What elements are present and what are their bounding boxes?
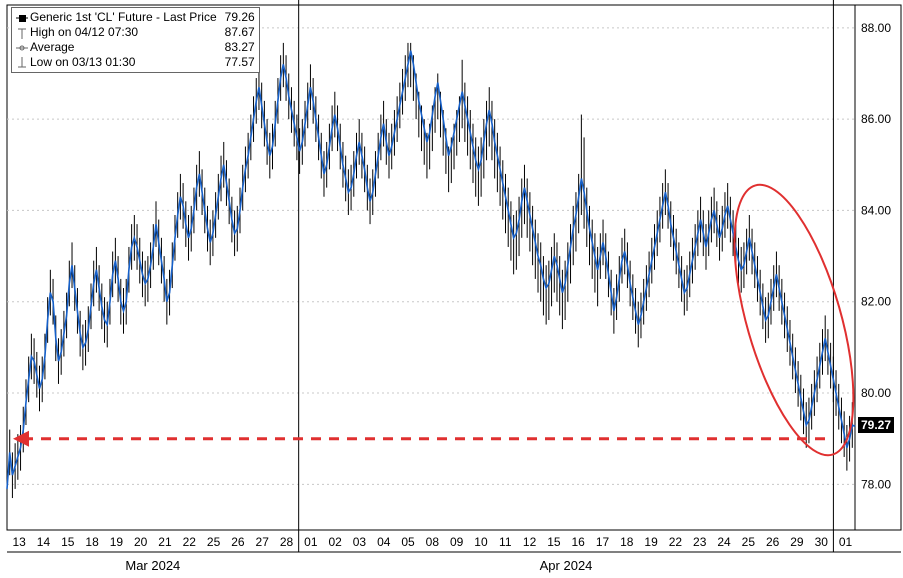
svg-text:02: 02 [328,535,342,549]
svg-text:18: 18 [620,535,634,549]
legend-row-avg: Average 83.27 [16,40,255,55]
last-price-flag: 79.27 [858,417,894,433]
svg-text:22: 22 [183,535,197,549]
legend-label: Generic 1st 'CL' Future - Last Price [30,10,225,25]
svg-text:09: 09 [450,535,464,549]
svg-text:11: 11 [499,535,512,549]
high-icon [16,27,30,39]
svg-text:84.00: 84.00 [861,203,891,217]
svg-text:03: 03 [353,535,367,549]
svg-text:14: 14 [37,535,51,549]
low-icon [16,57,30,69]
legend-row-high: High on 04/12 07:30 87.67 [16,25,255,40]
svg-text:12: 12 [523,535,537,549]
svg-text:15: 15 [547,535,561,549]
svg-text:25: 25 [207,535,221,549]
svg-text:01: 01 [839,535,853,549]
svg-text:01: 01 [304,535,318,549]
svg-text:88.00: 88.00 [861,21,891,35]
legend-value: 83.27 [225,40,255,55]
svg-text:22: 22 [669,535,683,549]
svg-text:86.00: 86.00 [861,112,891,126]
legend-series-icon [16,12,30,24]
svg-text:21: 21 [158,535,172,549]
svg-text:19: 19 [110,535,124,549]
svg-text:25: 25 [742,535,756,549]
svg-text:78.00: 78.00 [861,477,891,491]
svg-text:08: 08 [426,535,440,549]
svg-text:20: 20 [134,535,148,549]
svg-text:26: 26 [231,535,245,549]
price-chart: 78.00 80.00 82.00 84.00 86.00 88.00 13 14 15 18 19… [0,0,903,578]
legend-value: 79.26 [225,10,255,25]
svg-text:18: 18 [85,535,99,549]
legend-row-low: Low on 03/13 01:30 77.57 [16,55,255,70]
legend-value: 77.57 [225,55,255,70]
legend-label: High on 04/12 07:30 [30,25,146,40]
svg-text:Apr 2024: Apr 2024 [540,558,593,573]
svg-text:26: 26 [766,535,780,549]
legend-label: Low on 03/13 01:30 [30,55,143,70]
svg-text:27: 27 [256,535,270,549]
svg-text:24: 24 [717,535,731,549]
svg-text:82.00: 82.00 [861,295,891,309]
legend-box: Generic 1st 'CL' Future - Last Price 79.… [11,7,260,73]
legend-value: 87.67 [225,25,255,40]
legend-label: Average [30,40,82,55]
svg-text:05: 05 [401,535,415,549]
svg-text:30: 30 [815,535,829,549]
last-price-value: 79.27 [861,418,891,432]
svg-text:04: 04 [377,535,391,549]
svg-text:23: 23 [693,535,707,549]
svg-text:Mar 2024: Mar 2024 [125,558,180,573]
svg-text:28: 28 [280,535,294,549]
svg-text:13: 13 [12,535,26,549]
legend-row-last: Generic 1st 'CL' Future - Last Price 79.… [16,10,255,25]
avg-icon [16,42,30,54]
svg-text:16: 16 [572,535,586,549]
svg-text:15: 15 [61,535,75,549]
svg-text:19: 19 [644,535,658,549]
svg-text:10: 10 [474,535,488,549]
svg-text:80.00: 80.00 [861,386,891,400]
svg-text:29: 29 [790,535,804,549]
svg-text:17: 17 [596,535,610,549]
